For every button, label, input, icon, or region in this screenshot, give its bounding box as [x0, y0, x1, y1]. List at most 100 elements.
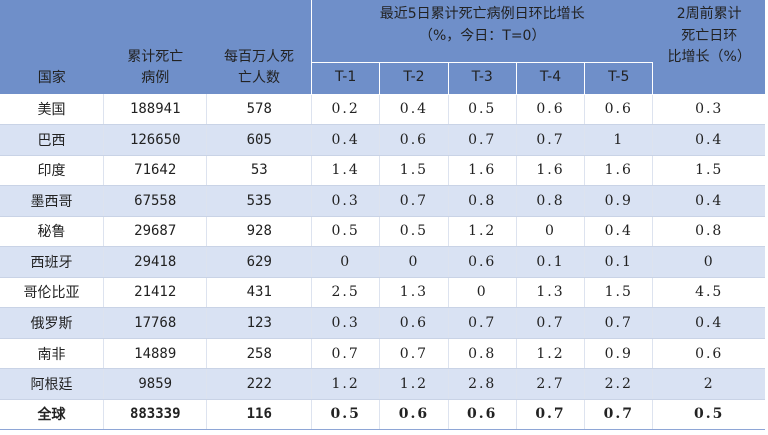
- header-deaths-per-million-line-1: 每百万人死: [223, 48, 294, 65]
- cell-t3: 0.8: [448, 185, 517, 217]
- cell-country: 秘鲁: [0, 216, 104, 248]
- cell-per-million: 53: [206, 155, 313, 187]
- cell-t2: 0.6: [379, 307, 449, 339]
- cell-per-million: 431: [206, 277, 313, 309]
- cell-two-weeks: 0.4: [652, 185, 765, 217]
- cell-t5: 0.6: [584, 94, 654, 126]
- cell-deaths: 71642: [103, 155, 208, 187]
- cell-t3: 0.5: [448, 94, 517, 126]
- cell-per-million: 578: [206, 94, 313, 126]
- cell-country: 阿根廷: [0, 368, 104, 400]
- cell-t3: 0: [448, 277, 517, 309]
- cell-deaths: 188941: [103, 94, 208, 126]
- cell-t2: 0.4: [379, 94, 449, 126]
- cell-per-million: 629: [206, 246, 313, 278]
- cell-t5: 1: [584, 124, 654, 156]
- cell-t2: 0.6: [379, 398, 449, 431]
- header-t2: T-2: [379, 61, 449, 95]
- cell-t3: 0.7: [448, 124, 517, 156]
- cell-t2: 0.7: [379, 185, 449, 217]
- header-recent-growth-line-2: （%，今日：T=0）: [418, 27, 546, 44]
- cell-deaths: 883339: [103, 398, 208, 431]
- cell-two-weeks: 2: [652, 368, 765, 400]
- header-cumulative-deaths-line-1: 累计死亡: [127, 48, 184, 65]
- cell-per-million: 222: [206, 368, 313, 400]
- cell-t4: 1.6: [516, 155, 586, 187]
- cell-country: 西班牙: [0, 246, 104, 278]
- cell-t3: 1.6: [448, 155, 517, 187]
- cell-t4: 0.7: [516, 398, 586, 431]
- header-deaths-per-million-line-2: 亡人数: [237, 70, 280, 87]
- cell-t4: 0.8: [516, 185, 586, 217]
- cell-two-weeks: 0.4: [652, 307, 765, 339]
- cell-t4: 2.7: [516, 368, 586, 400]
- cell-deaths: 17768: [103, 307, 208, 339]
- cell-deaths: 29687: [103, 216, 208, 248]
- cell-two-weeks: 0: [652, 246, 765, 278]
- table-row: 美国 188941 578 0.2 0.4 0.5 0.6 0.6 0.3: [0, 94, 765, 126]
- cell-t3: 0.8: [448, 338, 517, 370]
- cell-two-weeks: 4.5: [652, 277, 765, 309]
- cell-t3: 0.7: [448, 307, 517, 339]
- cell-t1: 2.5: [311, 277, 381, 309]
- cell-t4: 1.3: [516, 277, 586, 309]
- cell-t1: 0.5: [311, 398, 381, 431]
- header-country: 国家: [0, 0, 104, 94]
- cell-t5: 2.2: [584, 368, 654, 400]
- table-row: 阿根廷 9859 222 1.2 1.2 2.8 2.7 2.2 2: [0, 368, 765, 400]
- header-t4: T-4: [515, 61, 586, 95]
- table-row: 南非 14889 258 0.7 0.7 0.8 1.2 0.9 0.6: [0, 338, 765, 370]
- cell-deaths: 67558: [103, 185, 208, 217]
- cell-t5: 0.9: [584, 185, 654, 217]
- cell-deaths: 126650: [103, 124, 208, 156]
- table-header: 国家 累计死亡 病例 每百万人死 亡人数 最近5日累计死亡病例日环比增长 （%，…: [0, 0, 765, 95]
- cell-country: 全球: [0, 398, 104, 431]
- cell-t3: 1.2: [448, 216, 517, 248]
- cell-t1: 0.7: [311, 338, 381, 370]
- cell-deaths: 14889: [103, 338, 208, 370]
- cell-two-weeks: 1.5: [652, 155, 765, 187]
- cell-two-weeks: 0.6: [652, 338, 765, 370]
- cell-country: 巴西: [0, 124, 104, 156]
- table-row: 西班牙 29418 629 0 0 0.6 0.1 0.1 0: [0, 246, 765, 278]
- cell-two-weeks: 0.4: [652, 124, 765, 156]
- header-deaths-per-million: 每百万人死 亡人数: [206, 0, 312, 94]
- cell-t1: 0.3: [311, 307, 381, 339]
- cell-t2: 0: [379, 246, 449, 278]
- cell-t3: 2.8: [448, 368, 517, 400]
- cell-t4: 1.2: [516, 338, 586, 370]
- table-body: 美国 188941 578 0.2 0.4 0.5 0.6 0.6 0.3 巴西…: [0, 94, 765, 431]
- cell-t1: 1.2: [311, 368, 381, 400]
- table-row: 印度 71642 53 1.4 1.5 1.6 1.6 1.6 1.5: [0, 155, 765, 187]
- cell-t2: 0.7: [379, 338, 449, 370]
- cell-deaths: 9859: [103, 368, 208, 400]
- table-row: 秘鲁 29687 928 0.5 0.5 1.2 0 0.4 0.8: [0, 216, 765, 248]
- cell-per-million: 535: [206, 185, 313, 217]
- table-row: 巴西 126650 605 0.4 0.6 0.7 0.7 1 0.4: [0, 124, 765, 156]
- table-row: 墨西哥 67558 535 0.3 0.7 0.8 0.8 0.9 0.4: [0, 185, 765, 217]
- cell-t1: 0.3: [311, 185, 381, 217]
- cell-t2: 0.6: [379, 124, 449, 156]
- header-t3: T-3: [447, 61, 517, 95]
- cell-per-million: 258: [206, 338, 313, 370]
- cell-two-weeks: 0.5: [652, 398, 765, 431]
- cell-t1: 0.2: [311, 94, 381, 126]
- cell-two-weeks: 0.8: [652, 216, 765, 248]
- cell-country: 俄罗斯: [0, 307, 104, 339]
- cell-per-million: 928: [206, 216, 313, 248]
- cell-t2: 0.5: [379, 216, 449, 248]
- cell-t3: 0.6: [448, 246, 517, 278]
- cell-t4: 0.1: [516, 246, 586, 278]
- cell-country: 南非: [0, 338, 104, 370]
- header-recent-growth-line-1: 最近5日累计死亡病例日环比增长: [379, 6, 585, 22]
- cell-t1: 0.4: [311, 124, 381, 156]
- header-two-weeks-ago-line-3: 比增长（%）: [667, 49, 751, 66]
- cell-t2: 1.3: [379, 277, 449, 309]
- cell-t3: 0.6: [448, 398, 517, 431]
- cell-t5: 1.6: [584, 155, 654, 187]
- cell-t1: 1.4: [311, 155, 381, 187]
- header-t5: T-5: [584, 61, 654, 95]
- header-two-weeks-ago-line-1: 2周前累计: [676, 6, 742, 22]
- cell-t5: 0.7: [584, 398, 654, 431]
- header-cumulative-deaths-line-2: 病例: [141, 70, 170, 87]
